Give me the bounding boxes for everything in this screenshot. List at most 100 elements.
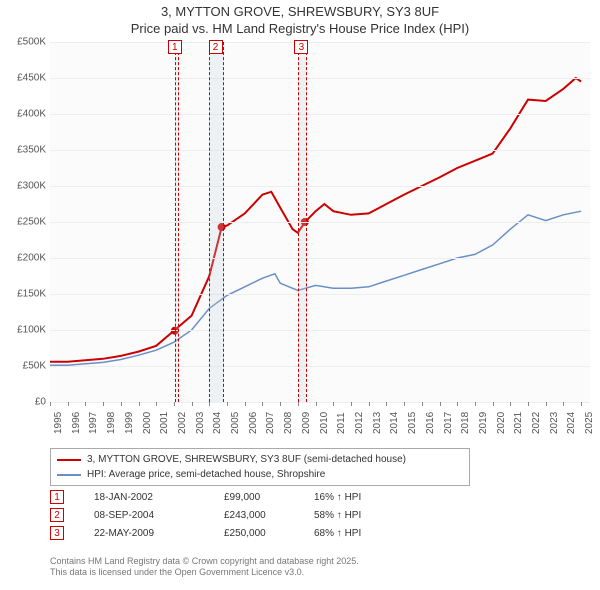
series-red (50, 78, 581, 362)
gridline (50, 330, 590, 331)
event-badge: 2 (50, 508, 64, 522)
x-tick-label: 2018 (460, 412, 471, 434)
x-axis: 1995199619971998199920002001200220032004… (50, 402, 590, 452)
gridline (50, 42, 590, 43)
legend-row-blue: HPI: Average price, semi-detached house,… (57, 467, 463, 482)
x-tick-label: 1997 (88, 412, 99, 434)
legend-swatch-blue (57, 474, 81, 476)
event-price: £243,000 (224, 510, 314, 521)
event-price: £99,000 (224, 492, 314, 503)
x-tickmark (404, 402, 405, 406)
event-date: 08-SEP-2004 (94, 510, 224, 521)
x-tickmark (192, 402, 193, 406)
x-tick-label: 2024 (566, 412, 577, 434)
y-tick-label: £300K (17, 181, 46, 192)
title-line1: 3, MYTTON GROVE, SHREWSBURY, SY3 8UF (0, 4, 600, 21)
y-tick-label: £450K (17, 73, 46, 84)
x-tickmark (422, 402, 423, 406)
x-tick-label: 2000 (142, 412, 153, 434)
chart-title: 3, MYTTON GROVE, SHREWSBURY, SY3 8UF Pri… (0, 0, 600, 38)
legend-label-blue: HPI: Average price, semi-detached house,… (87, 467, 325, 482)
x-tick-label: 2013 (372, 412, 383, 434)
x-tick-label: 2006 (248, 412, 259, 434)
y-tick-label: £250K (17, 217, 46, 228)
x-tick-label: 2019 (478, 412, 489, 434)
x-tickmark (457, 402, 458, 406)
gridline (50, 258, 590, 259)
event-marker: 1 (168, 40, 182, 54)
x-tick-label: 2017 (443, 412, 454, 434)
x-tickmark (510, 402, 511, 406)
x-tickmark (280, 402, 281, 406)
x-tick-label: 2016 (425, 412, 436, 434)
x-tickmark (493, 402, 494, 406)
x-tick-label: 2025 (584, 412, 595, 434)
x-tick-label: 1998 (106, 412, 117, 434)
event-band (298, 42, 307, 402)
x-tick-label: 2020 (496, 412, 507, 434)
title-line2: Price paid vs. HM Land Registry's House … (0, 21, 600, 38)
x-tickmark (209, 402, 210, 406)
legend-swatch-red (57, 459, 81, 461)
x-tickmark (103, 402, 104, 406)
event-row: 1 18-JAN-2002£99,00016% ↑ HPI (50, 490, 510, 504)
x-tick-label: 2002 (177, 412, 188, 434)
x-tick-label: 2001 (159, 412, 170, 434)
gridline (50, 114, 590, 115)
footer-line2: This data is licensed under the Open Gov… (50, 567, 359, 578)
x-tick-label: 2012 (354, 412, 365, 434)
gridline (50, 222, 590, 223)
x-tick-label: 2010 (319, 412, 330, 434)
gridline (50, 366, 590, 367)
legend-label-red: 3, MYTTON GROVE, SHREWSBURY, SY3 8UF (se… (87, 452, 406, 467)
event-delta: 16% ↑ HPI (314, 492, 424, 503)
x-tickmark (528, 402, 529, 406)
x-tick-label: 2007 (265, 412, 276, 434)
event-badge: 1 (50, 490, 64, 504)
x-tick-label: 2003 (195, 412, 206, 434)
x-tick-label: 2005 (230, 412, 241, 434)
x-tickmark (440, 402, 441, 406)
x-tickmark (121, 402, 122, 406)
x-tick-label: 2023 (549, 412, 560, 434)
event-band (175, 42, 180, 402)
x-tickmark (85, 402, 86, 406)
event-band (209, 42, 223, 402)
x-tick-label: 2009 (301, 412, 312, 434)
footer-line1: Contains HM Land Registry data © Crown c… (50, 556, 359, 567)
y-tick-label: £200K (17, 253, 46, 264)
event-marker: 2 (209, 40, 223, 54)
x-tick-label: 2008 (283, 412, 294, 434)
x-tick-label: 2011 (336, 412, 347, 434)
event-date: 18-JAN-2002 (94, 492, 224, 503)
x-tick-label: 2014 (389, 412, 400, 434)
event-price: £250,000 (224, 528, 314, 539)
legend-row-red: 3, MYTTON GROVE, SHREWSBURY, SY3 8UF (se… (57, 452, 463, 467)
x-tickmark (298, 402, 299, 406)
x-tickmark (316, 402, 317, 406)
x-tickmark (563, 402, 564, 406)
series-blue (50, 211, 581, 365)
gridline (50, 78, 590, 79)
x-tick-label: 2022 (531, 412, 542, 434)
y-tick-label: £0 (35, 397, 46, 408)
x-tickmark (369, 402, 370, 406)
event-marker: 3 (294, 40, 308, 54)
x-tick-label: 2015 (407, 412, 418, 434)
y-tick-label: £50K (23, 361, 46, 372)
y-tick-label: £100K (17, 325, 46, 336)
gridline (50, 294, 590, 295)
event-delta: 58% ↑ HPI (314, 510, 424, 521)
x-tickmark (245, 402, 246, 406)
x-tick-label: 2021 (513, 412, 524, 434)
x-tick-label: 1995 (53, 412, 64, 434)
y-tick-label: £400K (17, 109, 46, 120)
event-badge: 3 (50, 526, 64, 540)
plot-area: 1 2 3 (50, 42, 590, 403)
x-tick-label: 1996 (71, 412, 82, 434)
y-axis: £0£50K£100K£150K£200K£250K£300K£350K£400… (0, 42, 50, 402)
x-tick-label: 2004 (212, 412, 223, 434)
x-tickmark (546, 402, 547, 406)
x-tickmark (139, 402, 140, 406)
x-tickmark (475, 402, 476, 406)
